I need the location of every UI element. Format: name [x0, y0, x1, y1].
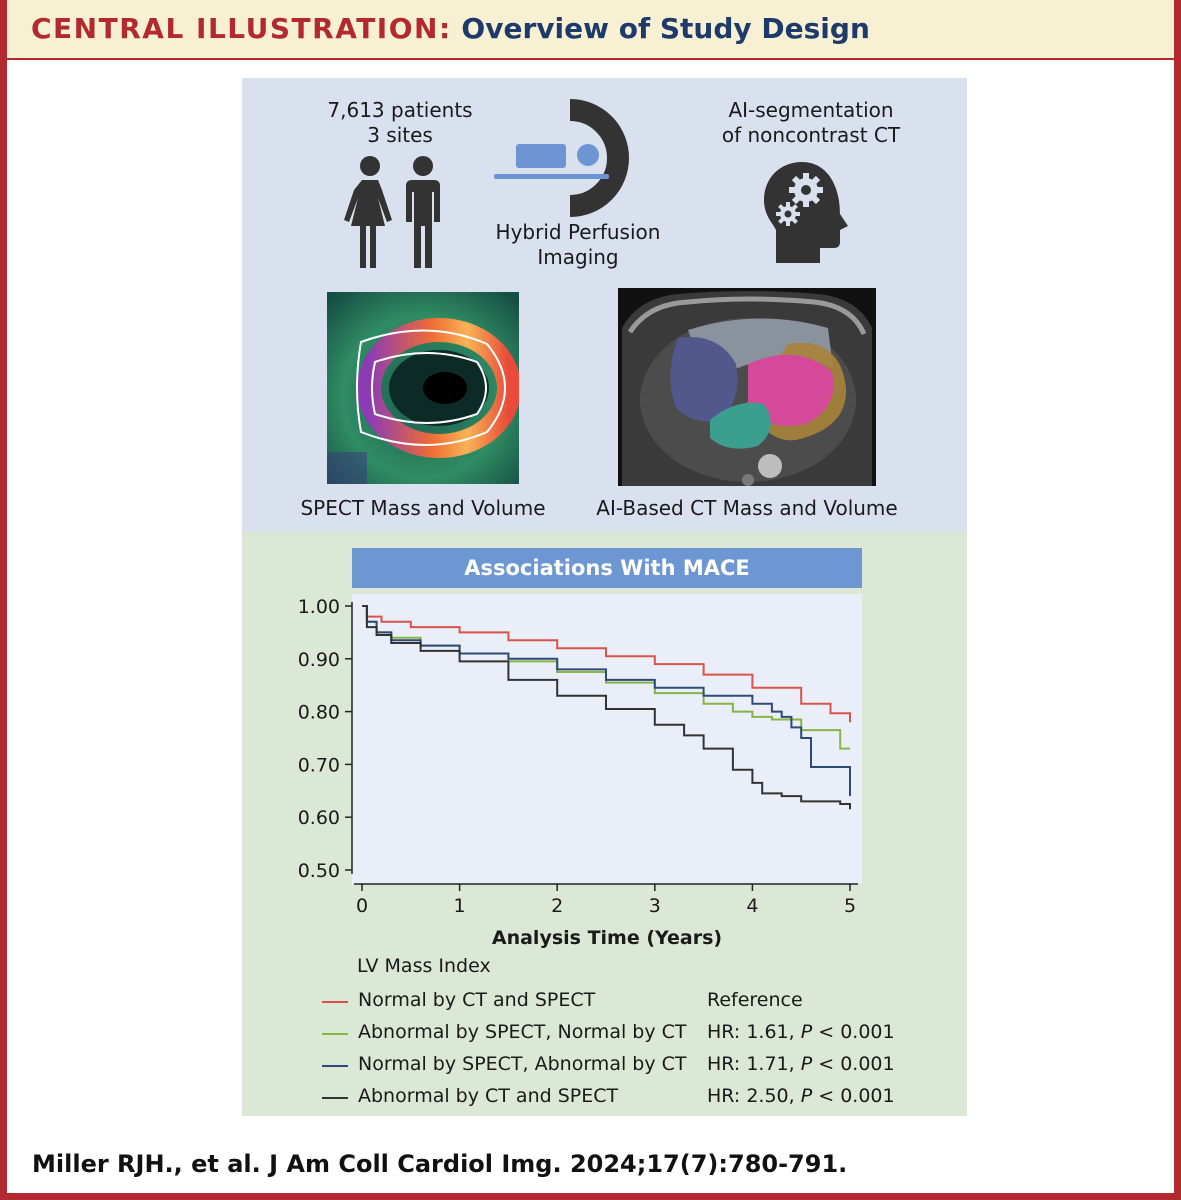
imaging-line-1: Hybrid Perfusion — [495, 220, 661, 244]
legend-label: Abnormal by CT and SPECT — [358, 1085, 619, 1107]
series-lines — [362, 605, 851, 810]
hr-value: HR: 1.61, — [707, 1021, 801, 1043]
x-tick-label: 1 — [454, 895, 466, 917]
ai-line-2: of noncontrast CT — [721, 123, 901, 147]
citation: Miller RJH., et al. J Am Coll Cardiol Im… — [32, 1150, 848, 1178]
spect-caption: SPECT Mass and Volume — [300, 496, 546, 520]
header-bar: CENTRAL ILLUSTRATION: Overview of Study … — [7, 0, 1174, 60]
series-line-1 — [362, 605, 851, 723]
study-design-panel: 7,613 patients 3 sites Hybrid Perfusion … — [242, 78, 967, 532]
legend-swatch — [322, 1033, 348, 1035]
x-tick-label: 0 — [356, 895, 368, 917]
legend-label: Normal by SPECT, Abnormal by CT — [358, 1053, 687, 1075]
legend-title: LV Mass Index — [357, 955, 491, 977]
legend-annotation: HR: 1.61, P < 0.001 — [707, 1021, 895, 1043]
legend-label: Abnormal by SPECT, Normal by CT — [358, 1021, 687, 1043]
legend-annotation: Reference — [707, 989, 803, 1011]
p-symbol: P — [800, 1085, 813, 1107]
p-symbol: P — [800, 1053, 813, 1075]
ct-image — [618, 288, 876, 486]
imaging-line-2: Imaging — [537, 245, 619, 269]
hr-value: HR: 1.71, — [707, 1053, 801, 1075]
hr-value: HR: 2.50, — [707, 1085, 801, 1107]
head-gears-icon — [764, 162, 848, 263]
legend-label: Normal by CT and SPECT — [358, 989, 596, 1011]
people-icon — [344, 156, 440, 268]
ct-caption: AI-Based CT Mass and Volume — [596, 496, 898, 520]
y-tick-label: 0.90 — [298, 649, 340, 671]
page-title: CENTRAL ILLUSTRATION: Overview of Study … — [31, 12, 870, 45]
series-line-4 — [362, 605, 851, 810]
y-tick-label: 0.70 — [298, 754, 340, 776]
x-tick-label: 5 — [844, 895, 856, 917]
frame-right-border — [1174, 0, 1181, 1200]
p-value: < 0.001 — [812, 1021, 895, 1043]
y-tick-label: 0.60 — [298, 807, 340, 829]
legend-swatch — [322, 1065, 348, 1067]
y-axis: 0.50 0.60 0.70 0.80 0.90 1.00 — [298, 596, 353, 882]
x-axis-label: Analysis Time (Years) — [492, 927, 722, 949]
frame-bottom-border — [0, 1193, 1181, 1200]
y-tick-label: 0.50 — [298, 860, 340, 882]
plot-area — [352, 594, 862, 884]
x-tick-label: 3 — [649, 895, 661, 917]
patients-line-2: 3 sites — [367, 123, 433, 147]
ai-line-1: AI-segmentation — [728, 98, 894, 122]
legend-annotation: HR: 1.71, P < 0.001 — [707, 1053, 895, 1075]
frame-left-border — [0, 0, 7, 1200]
y-tick-label: 1.00 — [298, 596, 340, 618]
p-value: < 0.001 — [812, 1053, 895, 1075]
x-axis: 0 1 2 3 4 5 — [354, 883, 858, 917]
p-value: < 0.001 — [812, 1085, 895, 1107]
spect-image — [327, 292, 519, 484]
legend-annotation: HR: 2.50, P < 0.001 — [707, 1085, 895, 1107]
km-chart: 0.50 0.60 0.70 0.80 0.90 1.00 0 1 2 3 4 5 Analysis… — [298, 594, 862, 949]
x-tick-label: 2 — [551, 895, 563, 917]
title-text: Overview of Study Design — [461, 12, 870, 45]
legend-swatch — [322, 1001, 348, 1003]
x-tick-label: 4 — [746, 895, 758, 917]
y-tick-label: 0.80 — [298, 702, 340, 724]
legend-swatch — [322, 1097, 348, 1099]
scanner-icon — [494, 99, 629, 217]
p-symbol: P — [800, 1021, 813, 1043]
title-lead: CENTRAL ILLUSTRATION: — [31, 12, 452, 45]
patients-line-1: 7,613 patients — [327, 98, 473, 122]
chart-title: Associations With MACE — [352, 548, 862, 588]
